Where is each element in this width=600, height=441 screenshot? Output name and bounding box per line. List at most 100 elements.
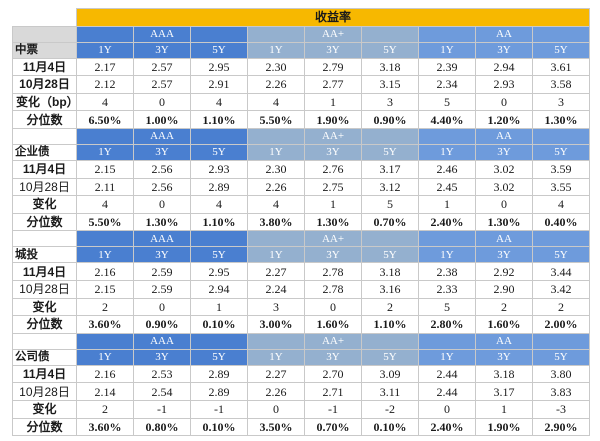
yield-cell: 4 — [247, 195, 305, 214]
row-label: 10月28日 — [12, 382, 77, 401]
tenor-label: 1Y — [76, 348, 134, 366]
title-corner — [12, 8, 77, 27]
tenor-label: 5Y — [190, 246, 248, 264]
rating-group-cell — [76, 127, 134, 145]
rating-group-cell — [190, 127, 248, 145]
yield-cell: 2.75 — [304, 177, 362, 197]
row-label: 分位数 — [12, 212, 77, 232]
yield-cell: 0 — [475, 92, 533, 112]
rating-group-label: AAA — [133, 332, 191, 350]
yield-cell: 0 — [247, 399, 305, 419]
yield-cell: 2.44 — [418, 364, 476, 384]
tenor-label: 3Y — [304, 143, 362, 161]
rating-group-cell — [418, 127, 476, 145]
table-row: 10月28日 2.14 2.54 2.89 2.26 2.71 3.11 2.44 3.17 3.… — [12, 382, 590, 401]
yield-cell: 3.60% — [76, 315, 134, 334]
yield-cell: 2 — [76, 399, 134, 419]
yield-cell: 2.24 — [247, 279, 305, 299]
yield-cell: 0.90% — [133, 315, 191, 334]
rating-group-label: AAA — [133, 127, 191, 145]
yield-cell: 3.02 — [475, 159, 533, 179]
tenor-label: 5Y — [361, 41, 419, 59]
row-label: 11月4日 — [12, 262, 77, 281]
yield-cell: 2.90 — [475, 279, 533, 299]
tenor-label: 5Y — [361, 246, 419, 264]
yield-cell: 0.10% — [361, 417, 419, 437]
yield-cell: -1 — [304, 399, 362, 419]
yield-cell: 3.50% — [247, 417, 305, 437]
yield-cell: 5.50% — [247, 110, 305, 129]
yield-cell: 2.80% — [418, 315, 476, 334]
yield-cell: 3.80% — [247, 212, 305, 232]
tenor-label: 5Y — [532, 41, 590, 59]
rating-group-cell — [76, 332, 134, 350]
rating-group-cell — [418, 230, 476, 248]
yield-cell: 1 — [304, 92, 362, 112]
rating-group-cell — [190, 25, 248, 43]
table-row: 10月28日 2.11 2.56 2.89 2.26 2.75 3.12 2.45 3.02 3.… — [12, 177, 590, 197]
yield-cell: 1.30% — [133, 212, 191, 232]
yield-cell: 1.30% — [304, 212, 362, 232]
yield-cell: 3.15 — [361, 75, 419, 94]
yield-cell: 1.00% — [133, 110, 191, 129]
yield-cell: 2 — [76, 297, 134, 317]
rating-group-label: AA — [475, 332, 533, 350]
rating-group-cell — [418, 332, 476, 350]
section-title: 城投 — [12, 246, 77, 264]
yield-cell: 6.50% — [76, 110, 134, 129]
section-tenor-header-row: 公司债 1Y 3Y 5Y 1Y 3Y 5Y 1Y 3Y 5Y — [12, 348, 590, 366]
section-group-header-row: AAA AA+ AA — [12, 127, 590, 145]
row-label: 变化 — [12, 297, 77, 317]
section-corner — [12, 127, 77, 145]
yield-cell: 1 — [304, 195, 362, 214]
yield-cell: 3.11 — [361, 382, 419, 401]
tenor-label: 3Y — [304, 246, 362, 264]
yield-cell: 1.30% — [475, 212, 533, 232]
yield-cell: 2.79 — [304, 57, 362, 77]
yield-cell: 2.44 — [418, 382, 476, 401]
tenor-label: 3Y — [133, 143, 191, 161]
section-title: 中票 — [12, 41, 77, 59]
yield-cell: 2.00% — [532, 315, 590, 334]
yield-cell: 0 — [304, 297, 362, 317]
yield-cell: 2.46 — [418, 159, 476, 179]
yield-cell: 2.78 — [304, 279, 362, 299]
yield-cell: 3.80 — [532, 364, 590, 384]
yield-cell: 3 — [247, 297, 305, 317]
yield-cell: 4 — [76, 195, 134, 214]
row-label: 10月28日 — [12, 177, 77, 197]
section-group-header-row: AAA AA+ AA — [12, 230, 590, 248]
yield-cell: -3 — [532, 399, 590, 419]
rating-group-label: AA — [475, 25, 533, 43]
yield-cell: 5 — [418, 92, 476, 112]
tenor-label: 5Y — [190, 348, 248, 366]
table-row: 10月28日 2.15 2.59 2.94 2.24 2.78 3.16 2.33 2.90 3.… — [12, 279, 590, 299]
yield-cell: 3.60% — [76, 417, 134, 437]
yield-cell: 2.15 — [76, 159, 134, 179]
section-title: 公司债 — [12, 348, 77, 366]
yield-cell: 2.95 — [190, 262, 248, 281]
tenor-label: 3Y — [304, 41, 362, 59]
tenor-label: 3Y — [475, 348, 533, 366]
section-group-header-row: AAA AA+ AA — [12, 25, 590, 43]
table-row: 11月4日 2.15 2.56 2.93 2.30 2.76 3.17 2.46 3.02 3.5… — [12, 159, 590, 179]
row-label: 10月28日 — [12, 279, 77, 299]
yield-table: 收益率 AAA AA+ AA 中票 1Y 3Y 5Y 1Y 3Y 5Y 1Y 3Y 5Y 11月4日 2.1… — [12, 8, 590, 437]
table-row: 分位数 5.50% 1.30% 1.10% 3.80% 1.30% 0.70% 2.40% 1.… — [12, 212, 590, 232]
yield-cell: -1 — [133, 399, 191, 419]
yield-cell: 1.10% — [190, 212, 248, 232]
yield-cell: 1.90% — [475, 417, 533, 437]
row-label: 分位数 — [12, 110, 77, 129]
yield-cell: 2.40% — [418, 417, 476, 437]
tenor-label: 1Y — [418, 348, 476, 366]
yield-cell: -2 — [361, 399, 419, 419]
yield-cell: 3 — [361, 92, 419, 112]
tenor-label: 1Y — [247, 41, 305, 59]
section-tenor-header-row: 城投 1Y 3Y 5Y 1Y 3Y 5Y 1Y 3Y 5Y — [12, 246, 590, 264]
yield-table-body: 收益率 AAA AA+ AA 中票 1Y 3Y 5Y 1Y 3Y 5Y 1Y 3Y 5Y 11月4日 2.1… — [12, 8, 590, 437]
yield-cell: 2 — [475, 297, 533, 317]
yield-cell: 1.10% — [190, 110, 248, 129]
yield-cell: 2.15 — [76, 279, 134, 299]
rating-group-cell — [361, 127, 419, 145]
yield-cell: 0.10% — [190, 417, 248, 437]
